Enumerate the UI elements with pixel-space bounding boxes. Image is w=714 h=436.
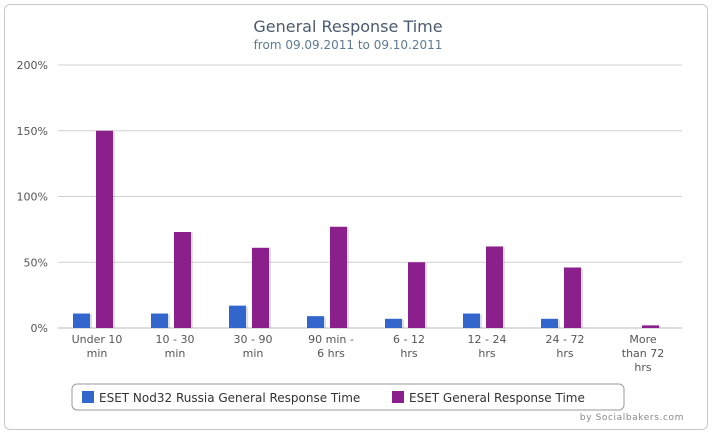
bar-eset-general[interactable]: [642, 325, 659, 328]
y-tick-label: 150%: [17, 125, 48, 138]
bar-eset-general[interactable]: [252, 247, 269, 328]
x-tick-label: 6 - 12 hrs: [393, 333, 425, 360]
bar-eset-general[interactable]: [96, 130, 113, 328]
chart-frame: [4, 4, 708, 430]
x-axis-labels: Under 10 min 10 - 30 min 30 - 90 min 90 min -6…: [72, 333, 665, 374]
x-tick-label: 30 - 90 min: [234, 333, 273, 360]
legend-swatch[interactable]: [82, 391, 94, 403]
bar-eset-general[interactable]: [330, 226, 347, 328]
bar-nod32-russia[interactable]: [307, 316, 324, 328]
x-tick-label: 90 min -6 hrs: [308, 333, 354, 360]
bar-nod32-russia[interactable]: [151, 313, 168, 328]
legend-box: [71, 383, 625, 411]
bar-eset-general[interactable]: [564, 267, 581, 328]
bar-eset-general[interactable]: [486, 246, 503, 328]
bar-nod32-russia[interactable]: [385, 318, 402, 328]
credit-text: by Socialbakers.com: [579, 413, 684, 423]
x-tick-label: 24 - 72 hrs: [546, 333, 585, 360]
x-tick-label: 10 - 30 min: [156, 333, 195, 360]
y-tick-label: 0%: [31, 322, 48, 335]
bar-eset-general[interactable]: [408, 262, 425, 328]
bar-eset-general[interactable]: [174, 232, 191, 328]
y-tick-label: 50%: [24, 256, 48, 269]
x-tick-label: Under 10 min: [72, 333, 123, 360]
legend-swatch[interactable]: [392, 391, 404, 403]
legend-label[interactable]: ESET Nod32 Russia General Response Time: [99, 391, 360, 405]
x-tick-label: 12 - 24 hrs: [468, 333, 507, 360]
y-tick-label: 200%: [17, 59, 48, 72]
bar-nod32-russia[interactable]: [463, 313, 480, 328]
legend-label[interactable]: ESET General Response Time: [409, 391, 585, 405]
y-tick-label: 100%: [17, 191, 48, 204]
bar-nod32-russia[interactable]: [541, 318, 558, 328]
chart-subtitle: from 09.09.2011 to 09.10.2011: [254, 38, 443, 52]
bar-nod32-russia[interactable]: [229, 305, 246, 328]
bars: [73, 130, 661, 328]
legend[interactable]: ESET Nod32 Russia General Response Time E…: [71, 383, 625, 411]
bar-nod32-russia[interactable]: [73, 313, 90, 328]
chart-title: General Response Time: [253, 17, 442, 36]
x-tick-label: More than 72 hrs: [622, 333, 665, 374]
